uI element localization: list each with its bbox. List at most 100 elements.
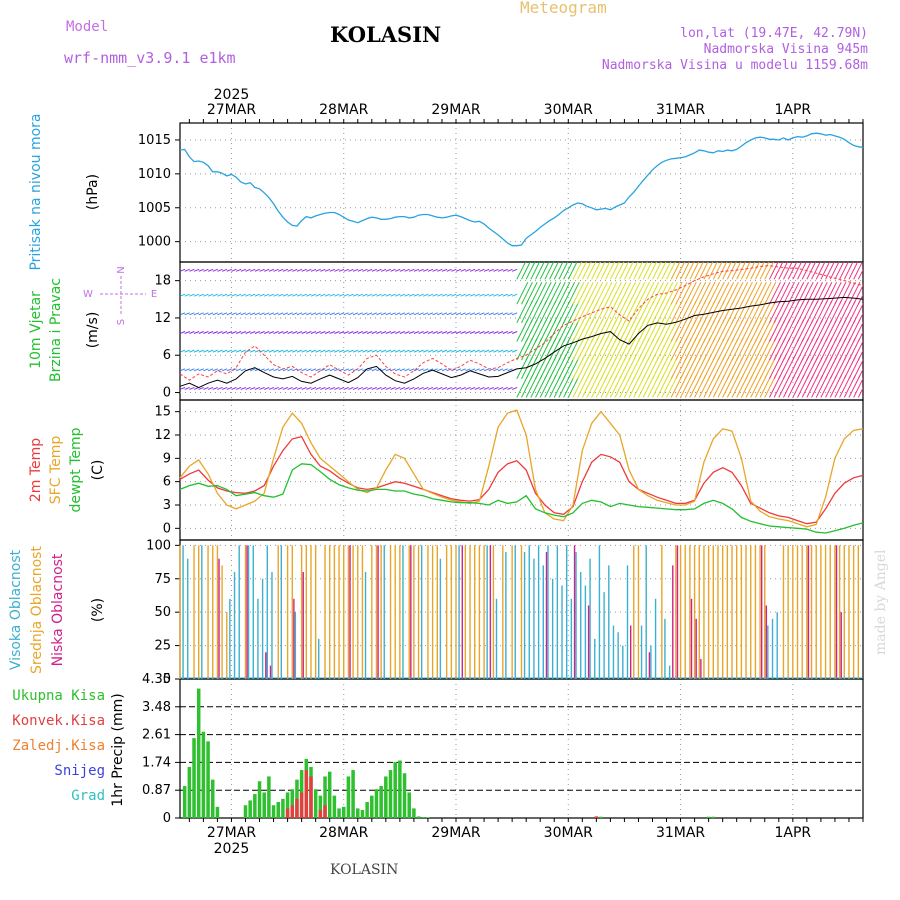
wind-barb <box>530 337 543 361</box>
wind-barb <box>811 337 823 361</box>
wind-barb <box>203 312 209 316</box>
precip-axis-label: 1hr Precip (mm) <box>110 693 126 806</box>
wind-barb <box>661 262 672 280</box>
wind-barb <box>530 281 543 305</box>
wind-barb <box>273 368 279 372</box>
wind-barb <box>240 331 247 334</box>
wind-barb <box>567 300 580 324</box>
wind-barb <box>586 262 597 280</box>
wind-barb <box>521 319 533 342</box>
wind-barb <box>853 262 863 280</box>
wind-barb <box>652 375 664 398</box>
wind-barb <box>441 368 448 372</box>
wind-barb <box>647 262 658 280</box>
y-tick-label: 0.87 <box>142 783 171 798</box>
wind-barb <box>675 337 688 361</box>
wind-barb <box>395 386 401 390</box>
wind-barb <box>750 375 763 398</box>
wind-barb <box>712 356 725 380</box>
wind-barb <box>726 262 737 280</box>
wind-barb <box>694 319 707 342</box>
wind-barb <box>801 356 814 380</box>
wind-barb <box>544 375 557 398</box>
wind-barb <box>189 368 195 372</box>
wind-barb <box>806 281 819 305</box>
temp2m-label: 2m Temp <box>28 438 44 502</box>
wind-barb <box>189 268 195 272</box>
wind-barb <box>572 262 583 280</box>
wind-barb <box>226 331 232 334</box>
compass-south: S <box>116 319 127 325</box>
precip-bar <box>257 781 262 818</box>
date-label-bottom: 30MAR <box>544 825 593 841</box>
wind-barb <box>324 293 331 297</box>
wind-barb <box>829 356 842 380</box>
wind-barb <box>497 268 504 272</box>
wind-barb <box>829 375 842 398</box>
y-tick-label: 12 <box>154 311 171 326</box>
wind-barb <box>764 262 774 280</box>
wind-barb <box>553 375 566 398</box>
wind-barb <box>848 262 859 280</box>
wind-barb <box>292 268 298 272</box>
temp-line-2 <box>179 463 864 534</box>
wind-barb <box>240 312 247 316</box>
wind-barb <box>198 312 204 316</box>
wind-barb <box>273 349 279 353</box>
wind-barb <box>825 375 838 398</box>
wind-barb <box>670 337 683 361</box>
wind-barb <box>371 349 377 353</box>
wind-barb <box>221 312 228 316</box>
wind-barb <box>754 319 767 342</box>
wind-barb <box>806 375 819 398</box>
wind-barb <box>217 293 223 297</box>
wind-barb <box>287 386 293 390</box>
y-tick-label: 0 <box>163 521 171 536</box>
wind-barb <box>357 349 363 353</box>
wind-barb <box>212 293 218 297</box>
wind-barb <box>357 386 363 390</box>
wind-barb <box>745 356 758 380</box>
wind-barb <box>806 356 819 380</box>
wind-barb <box>427 312 434 316</box>
wind-barb <box>773 375 786 398</box>
wind-barb <box>427 293 434 297</box>
wind-barb <box>357 268 363 272</box>
wind-barb <box>249 331 256 334</box>
wind-barb <box>352 293 359 297</box>
date-label-bottom: 29MAR <box>431 825 480 841</box>
wind-barb <box>656 375 669 398</box>
wind-barb <box>310 331 317 334</box>
wind-barb <box>698 300 711 324</box>
wind-barb <box>399 331 406 334</box>
wind-barb <box>609 319 622 342</box>
wind-barb <box>334 312 340 316</box>
wind-barb <box>666 300 678 324</box>
wind-barb <box>287 368 293 372</box>
wind-barb <box>539 300 552 324</box>
wind-barb <box>797 281 809 305</box>
wind-barb <box>764 337 777 361</box>
precip-bar <box>318 810 323 818</box>
wind-barb <box>273 268 279 272</box>
wind-barb <box>619 356 632 380</box>
model-elevation-label: Nadmorska Visina u modelu 1159.68m <box>601 58 868 73</box>
temp-unit-label: (C) <box>90 460 106 481</box>
wind-barb <box>315 331 321 334</box>
sfc-temp-label: SFC Temp <box>48 436 64 505</box>
wind-barb <box>301 349 307 353</box>
wind-barb <box>497 312 504 316</box>
wind-barb <box>432 268 438 272</box>
wind-barb <box>675 356 688 380</box>
wind-barb <box>264 312 270 316</box>
wind-barb <box>469 312 476 316</box>
wind-barb <box>801 319 814 342</box>
wind-barb <box>437 312 443 316</box>
wind-barb <box>797 375 809 398</box>
wind-barb <box>221 368 228 372</box>
wind-barb <box>446 368 452 372</box>
temp-line-0 <box>179 435 864 525</box>
wind-barb <box>395 293 401 297</box>
wind-barbs <box>180 262 863 398</box>
wind-barb <box>362 331 368 334</box>
